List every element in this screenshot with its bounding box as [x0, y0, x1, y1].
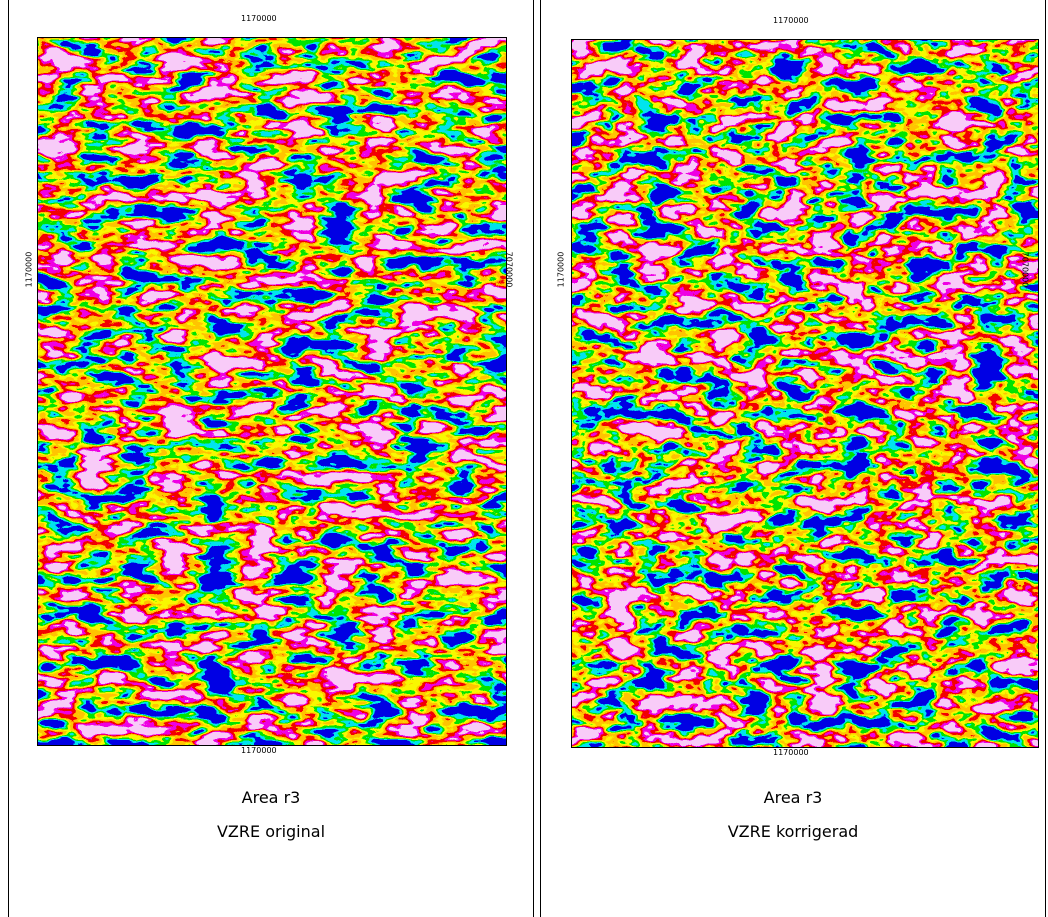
figure: 1170000 1170000 7070000 1170000 Area r3 …	[0, 0, 1048, 917]
right-label: 7070000	[504, 252, 513, 288]
caption: VZRE korrigerad	[541, 822, 1045, 841]
top-label: 1170000	[241, 14, 277, 23]
caption: Area r3	[9, 788, 533, 807]
left-label: 1170000	[24, 252, 33, 288]
bottom-label: 1170000	[773, 748, 809, 757]
panel: 1170000 1170000 7070000 1170000 Area r3 …	[540, 0, 1046, 917]
right-label: 7070000	[1020, 252, 1029, 288]
caption: Area r3	[541, 788, 1045, 807]
map-image	[571, 39, 1039, 748]
map-image	[37, 37, 507, 746]
top-label: 1170000	[773, 16, 809, 25]
caption: VZRE original	[9, 822, 533, 841]
left-label: 1170000	[556, 252, 565, 288]
bottom-label: 1170000	[241, 746, 277, 755]
panel: 1170000 1170000 7070000 1170000 Area r3 …	[8, 0, 534, 917]
